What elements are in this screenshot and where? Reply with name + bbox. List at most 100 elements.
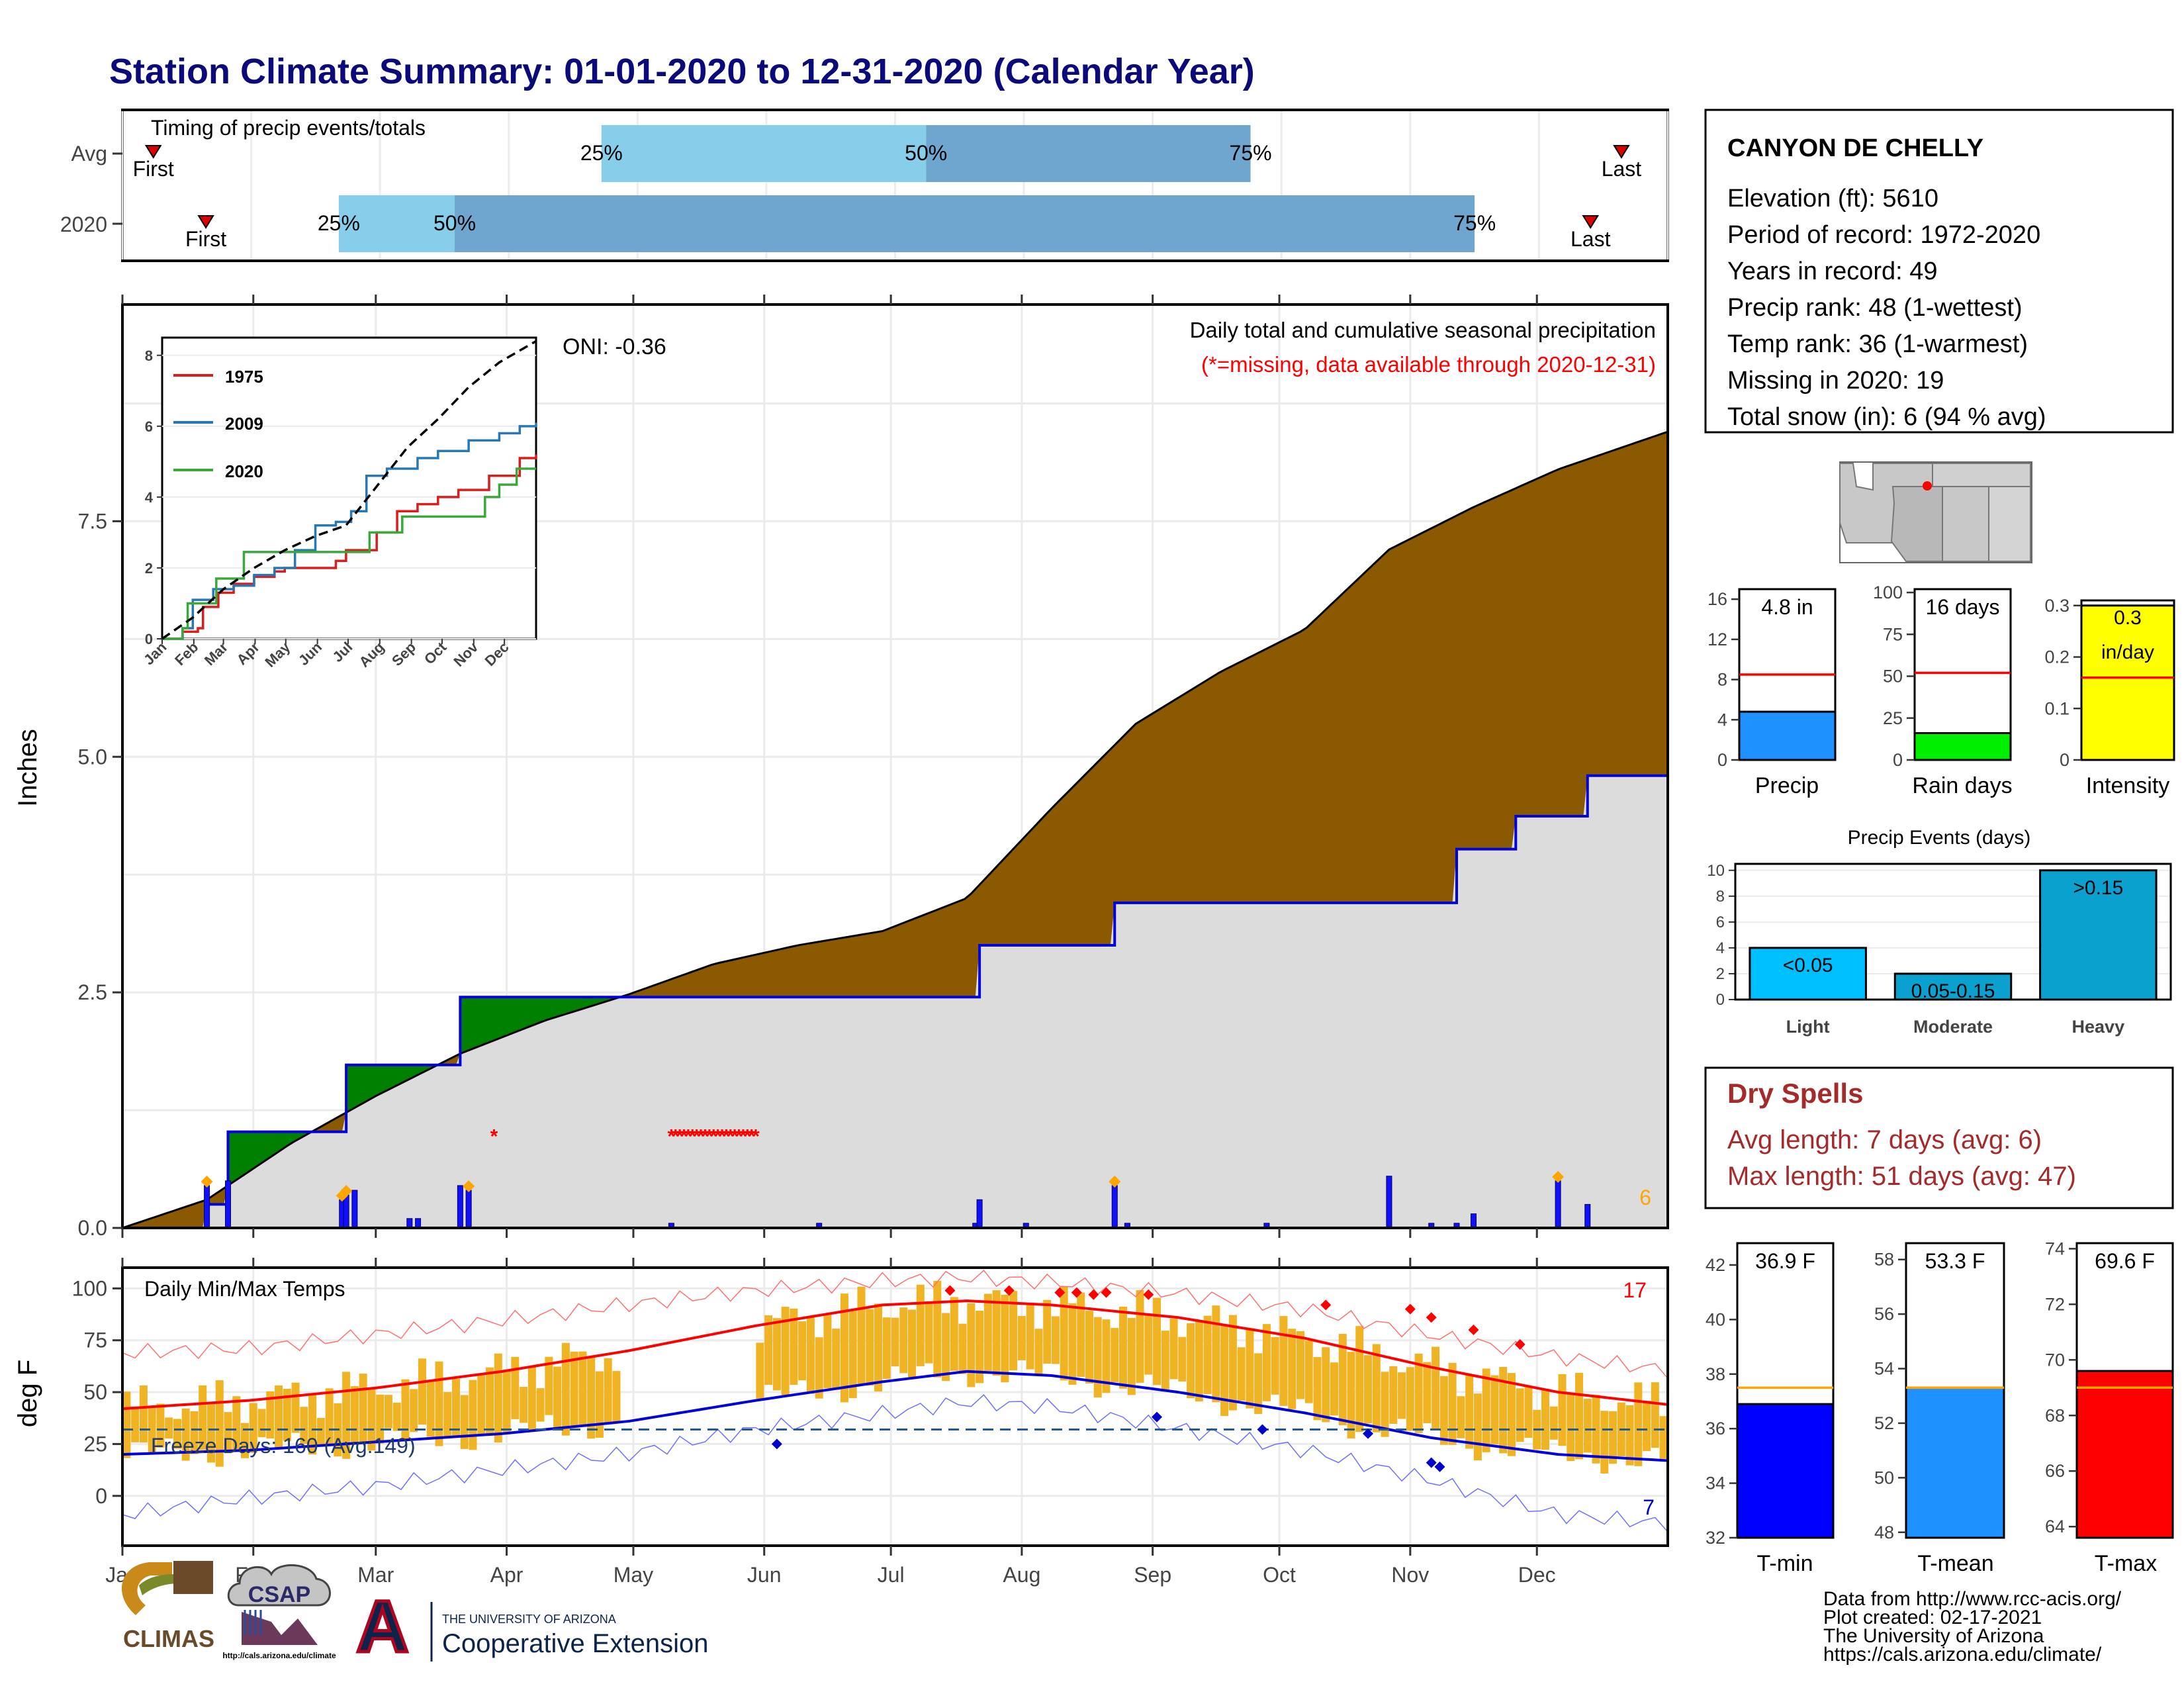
temp-range-bar [1060,1286,1068,1381]
temp-range-bar [823,1313,832,1389]
temp-range-bar [992,1290,1001,1376]
precip-annotation: Daily total and cumulative seasonal prec… [1190,318,1656,342]
events-bar-label: <0.05 [1783,955,1833,976]
month-label: Nov [1391,1563,1429,1587]
temp-range-bar [224,1412,232,1454]
temp-range-bar [283,1388,291,1442]
temp-range-bar [1439,1376,1448,1445]
temp-range-bar [308,1393,317,1455]
station-elevation: Elevation (ft): 5610 [1727,185,1938,212]
small-chart-bar [1913,732,2012,761]
missing-marker: * [731,1126,739,1148]
temp-range-bar [587,1357,596,1439]
temp-range-bar [950,1297,958,1371]
timing-row-avg-label: Avg [71,142,107,165]
timing-pct-label: 75% [1230,141,1272,165]
missing-marker: * [739,1126,747,1148]
dry-spells-avg: Avg length: 7 days (avg: 6) [1727,1125,2042,1154]
missing-marker: * [680,1126,688,1148]
small-chart-ytick-label: 52 [1874,1413,1894,1433]
temp-range-bar [1085,1311,1093,1383]
temp-range-bar [477,1374,486,1436]
temp-range-bar [1111,1328,1119,1383]
missing-marker: * [718,1126,726,1148]
temp-range-bar [1119,1306,1128,1389]
ua-logo: A THE UNIVERSITY OF ARIZONA Cooperative … [355,1585,709,1669]
temp-range-bar [527,1366,536,1431]
small-chart-t-max: 64 66 68 70 72 74 69.6 F T-max [2045,1239,2174,1576]
temp-summary-bars: 32 34 36 38 40 42 36.9 F T-min 48 50 52 54 56 58 53.3 … [1706,1239,2174,1576]
temp-range-bar [1398,1372,1406,1419]
temp-range-bar [976,1311,984,1383]
inset-ytick-label: 6 [145,418,153,435]
small-chart-ytick-label: 40 [1706,1309,1725,1329]
temp-range-bar [545,1356,553,1415]
temp-range-bar [1381,1372,1389,1437]
station-period: Period of record: 1972-2020 [1727,221,2040,249]
last-label: Last [1602,157,1642,181]
small-chart-ytick-label: 54 [1874,1359,1894,1379]
small-chart-ytick-label: 42 [1706,1255,1725,1275]
station-temp-rank: Temp rank: 36 (1-warmest) [1727,330,2028,358]
small-chart-value-label: 69.6 F [2095,1249,2155,1273]
temp-range-bar [173,1419,181,1449]
small-chart-precip: 0 4 8 12 16 4.8 in Precip [1707,588,1837,798]
small-chart-ytick-label: 56 [1874,1304,1894,1324]
timing-bar-q1-Avg [601,125,927,182]
temp-range-bar [891,1317,899,1367]
temp-range-bar [469,1380,477,1450]
timing-bar-q2-Avg [926,125,1251,182]
temp-y-label: deg F [13,1360,42,1427]
temp-range-bar [553,1366,562,1428]
temp-range-bar [1651,1382,1659,1448]
small-chart-bar [1738,710,1837,761]
temp-range-bar [1549,1406,1558,1440]
temp-range-bar [486,1367,494,1434]
station-missing: Missing in 2020: 19 [1727,367,1944,395]
missing-marker: * [735,1126,743,1148]
temp-range-bar [1212,1305,1220,1403]
temp-range-bar [1254,1353,1263,1414]
record-low-marker [1434,1461,1445,1472]
temp-range-bar [1567,1393,1575,1462]
first-label: First [133,157,174,181]
events-ytick-label: 2 [1716,965,1725,983]
month-label: Oct [1263,1563,1296,1587]
temp-range-bar [1102,1319,1111,1393]
temp-range-bar [1482,1368,1490,1452]
events-bar-light [1749,947,1867,1001]
temp-ytick-label: 75 [83,1329,107,1352]
record-low-marker [771,1438,782,1450]
temp-range-bar [1288,1329,1297,1409]
temp-range-bar [578,1351,587,1426]
temp-range-bar [300,1407,308,1444]
inset-ytick-label: 2 [145,560,153,577]
dry-spells-max: Max length: 51 days (avg: 47) [1727,1162,2076,1191]
temp-range-bar [376,1394,385,1444]
temp-range-bar [511,1356,520,1419]
temp-range-bar [1524,1387,1533,1438]
last-marker [1613,145,1630,159]
small-chart-ytick-label: 48 [1874,1523,1894,1542]
temp-range-bar [1372,1344,1381,1432]
snow-total-label: 6 [1639,1186,1651,1209]
small-chart-ytick-label: 0 [1717,750,1727,770]
footer-line-source: Data from http://www.rcc-acis.org/ [1823,1588,2122,1610]
small-chart-ytick-label: 38 [1706,1364,1725,1384]
events-ytick-label: 0 [1716,991,1725,1009]
dry-spells-box: Dry Spells Avg length: 7 days (avg: 6) M… [1704,1066,2174,1209]
timing-bar-q1-2020 [338,195,455,252]
inset-series-avg [161,340,537,640]
temp-range-bar [1541,1388,1549,1450]
small-chart-ytick-label: 58 [1874,1250,1894,1270]
avg-min-line [122,1370,1668,1462]
temp-range-bar [806,1316,815,1394]
temp-range-bar [181,1408,190,1461]
month-label: Aug [1003,1563,1040,1587]
temp-range-bar [536,1388,545,1422]
events-bar-label: 0.05-0.15 [1911,980,1995,1002]
small-chart-value-label: 53.3 F [1925,1249,1985,1273]
record-high-marker [1468,1325,1479,1336]
temp-range-bar [410,1389,418,1432]
